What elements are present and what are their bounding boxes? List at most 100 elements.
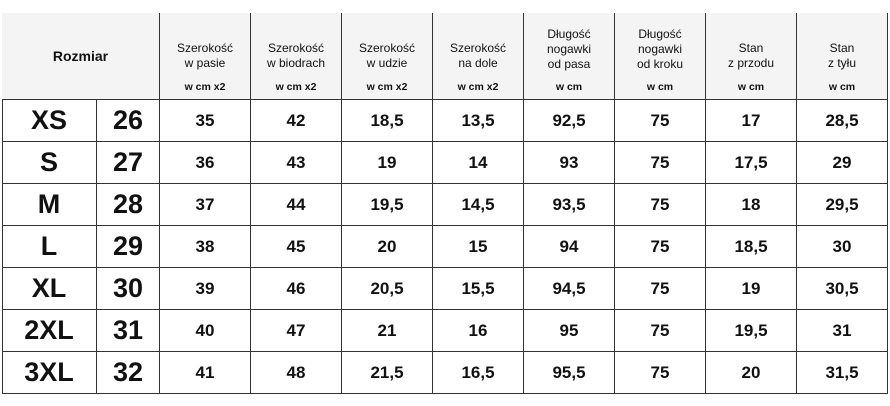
cell-value: 14 — [468, 152, 488, 172]
header-text: Długość — [547, 27, 591, 41]
table-cell: 17 — [706, 100, 797, 142]
table-cell: 93,5 — [524, 184, 615, 226]
size-label: L — [40, 231, 58, 261]
cell-value: 19 — [377, 152, 397, 172]
table-cell: 29 — [797, 142, 888, 184]
cell-value: 19,5 — [734, 320, 768, 340]
size-label: 3XL — [24, 357, 74, 387]
cell-value: 95 — [559, 320, 579, 340]
cell-value: 14,5 — [461, 194, 495, 214]
cell-value: 42 — [286, 110, 306, 130]
header-cell: Rozmiar — [2, 13, 160, 100]
cell-value: 16,5 — [461, 362, 495, 382]
size-label: 30 — [112, 273, 144, 303]
cell-value: 16 — [468, 320, 488, 340]
table-cell: 28,5 — [797, 100, 888, 142]
table-cell: 16,5 — [433, 352, 524, 394]
cell-value: 17,5 — [734, 152, 768, 172]
cell-value: 93 — [559, 152, 579, 172]
table-cell: 19 — [342, 142, 433, 184]
cell-value: 15 — [468, 236, 488, 256]
header-unit: w cm x2 — [366, 81, 408, 93]
table-cell: 94,5 — [524, 268, 615, 310]
table-cell: 26 — [97, 100, 160, 142]
size-label: 29 — [112, 231, 144, 261]
table-cell: 95 — [524, 310, 615, 352]
table-cell: 93 — [524, 142, 615, 184]
cell-value: 40 — [195, 320, 215, 340]
table-cell: 75 — [615, 142, 706, 184]
header-cell: Szerokość w udzie w cm x2 — [342, 13, 433, 100]
size-label: 27 — [112, 147, 144, 177]
header-text: nogawki — [637, 42, 683, 56]
header-text: Stan — [829, 41, 855, 55]
header-text: od pasa — [547, 57, 591, 71]
cell-value: 46 — [286, 278, 306, 298]
cell-value: 95,5 — [552, 362, 586, 382]
table-cell: 16 — [433, 310, 524, 352]
size-label: S — [39, 147, 58, 177]
cell-value: 39 — [195, 278, 215, 298]
header-text: Szerokość — [176, 41, 234, 55]
cell-value: 93,5 — [552, 194, 586, 214]
header-unit: w cm x2 — [184, 81, 226, 93]
table-cell: 32 — [97, 352, 160, 394]
cell-value: 17 — [741, 110, 761, 130]
table-cell: 21 — [342, 310, 433, 352]
header-text: Długość — [638, 27, 682, 41]
cell-value: 30,5 — [825, 278, 859, 298]
cell-value: 29 — [832, 152, 852, 172]
cell-value: 75 — [650, 194, 670, 214]
table-cell: 18,5 — [342, 100, 433, 142]
table-cell: 2XL — [2, 310, 97, 352]
header-text: w biodrach — [266, 56, 326, 70]
header-unit: w cm — [737, 81, 765, 93]
cell-value: 18 — [741, 194, 761, 214]
header-cell: Szerokość w biodrach w cm x2 — [251, 13, 342, 100]
cell-value: 36 — [195, 152, 215, 172]
cell-value: 20 — [377, 236, 397, 256]
table-cell: 95,5 — [524, 352, 615, 394]
table-cell: 43 — [251, 142, 342, 184]
table-cell: 14 — [433, 142, 524, 184]
table-cell: 30 — [797, 226, 888, 268]
table-cell: 75 — [615, 352, 706, 394]
cell-value: 18,5 — [734, 236, 768, 256]
table-cell: 31 — [797, 310, 888, 352]
header-text: Szerokość — [449, 41, 507, 55]
header-text: Szerokość — [358, 41, 416, 55]
cell-value: 45 — [286, 236, 306, 256]
table-cell: M — [2, 184, 97, 226]
table-cell: 75 — [615, 100, 706, 142]
size-label: 31 — [112, 315, 144, 345]
cell-value: 75 — [650, 320, 670, 340]
table-cell: 45 — [251, 226, 342, 268]
cell-value: 94,5 — [552, 278, 586, 298]
size-label: M — [37, 189, 61, 219]
size-label: XL — [31, 273, 67, 303]
table-cell: 13,5 — [433, 100, 524, 142]
cell-value: 92,5 — [552, 110, 586, 130]
table-cell: 94 — [524, 226, 615, 268]
cell-value: 35 — [195, 110, 215, 130]
table-cell: 47 — [251, 310, 342, 352]
cell-value: 75 — [650, 152, 670, 172]
cell-value: 47 — [286, 320, 306, 340]
header-text: od kroku — [636, 57, 684, 71]
table-cell: 14,5 — [433, 184, 524, 226]
header-text: w udzie — [366, 56, 408, 70]
header-text: Szerokość — [267, 41, 325, 55]
table-cell: S — [2, 142, 97, 184]
header-text: z tyłu — [827, 56, 856, 70]
table-cell: 75 — [615, 310, 706, 352]
table-cell: 27 — [97, 142, 160, 184]
header-cell: Długość nogawki od pasa w cm — [524, 13, 615, 100]
table-cell: 15 — [433, 226, 524, 268]
table-cell: 31 — [97, 310, 160, 352]
size-label: 26 — [112, 105, 144, 135]
cell-value: 13,5 — [461, 110, 495, 130]
header-cell: Szerokość na dole w cm x2 — [433, 13, 524, 100]
header-unit: w cm — [828, 81, 856, 93]
cell-value: 75 — [650, 110, 670, 130]
header-cell: Szerokość w pasie w cm x2 — [160, 13, 251, 100]
